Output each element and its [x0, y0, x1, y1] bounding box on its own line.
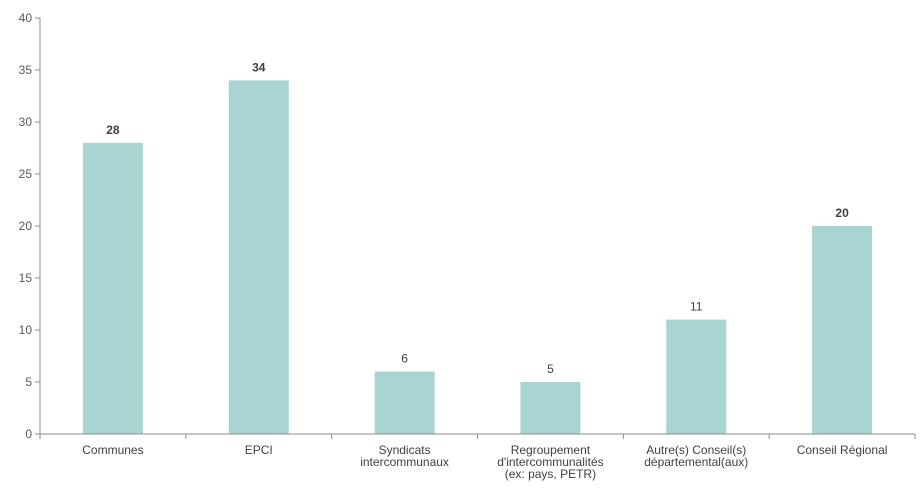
y-tick-label: 30 — [19, 115, 33, 129]
bar-value-label: 11 — [690, 300, 703, 314]
bar — [520, 382, 581, 434]
y-tick-label: 25 — [19, 167, 33, 181]
bar — [666, 319, 727, 434]
bar-value-label: 34 — [252, 60, 266, 74]
y-tick-label: 0 — [25, 427, 32, 441]
x-category-label-line: départemental(aux) — [644, 455, 748, 469]
x-category-label: Communes — [82, 443, 143, 457]
x-axis: Communes EPCI Syndicats intercommunaux Regro… — [39, 433, 916, 481]
x-category-label: EPCI — [245, 443, 273, 457]
x-category-label: Conseil Régional — [797, 443, 888, 457]
bar — [812, 226, 873, 434]
y-tick-label: 20 — [19, 219, 33, 233]
bar-value-label: 20 — [835, 206, 849, 220]
x-category-label: Syndicats intercommunaux — [360, 443, 449, 469]
y-tick-label: 5 — [25, 375, 32, 389]
x-category-label-line: Syndicats — [379, 443, 431, 457]
y-tick-label: 15 — [19, 271, 33, 285]
bar — [374, 371, 435, 434]
x-category-label-line: Conseil Régional — [797, 443, 888, 457]
x-category-label: Regroupement d'intercommunalités (ex: pays… — [497, 443, 603, 481]
y-tick-label: 40 — [19, 11, 33, 25]
bars — [82, 80, 873, 435]
x-category-label-line: Regroupement — [511, 443, 591, 457]
bar-value-label: 28 — [106, 123, 120, 137]
x-category-label-line: Communes — [82, 443, 143, 457]
x-category-label-line: EPCI — [245, 443, 273, 457]
bar-value-label: 5 — [547, 362, 554, 376]
x-category-label: Autre(s) Conseil(s) départemental(aux) — [644, 443, 748, 469]
x-category-label-line: (ex: pays, PETR) — [505, 467, 596, 481]
x-category-label-line: intercommunaux — [360, 455, 449, 469]
y-axis: 0 5 10 15 20 25 30 35 40 — [19, 11, 41, 441]
y-tick-label: 10 — [19, 323, 33, 337]
y-tick-label: 35 — [19, 63, 33, 77]
bar-value-label: 6 — [401, 352, 408, 366]
x-category-label-line: d'intercommunalités — [497, 455, 603, 469]
bar — [228, 80, 289, 435]
value-labels: 28 34 6 5 11 20 — [106, 60, 849, 376]
bar — [82, 142, 143, 435]
x-category-label-line: Autre(s) Conseil(s) — [646, 443, 746, 457]
